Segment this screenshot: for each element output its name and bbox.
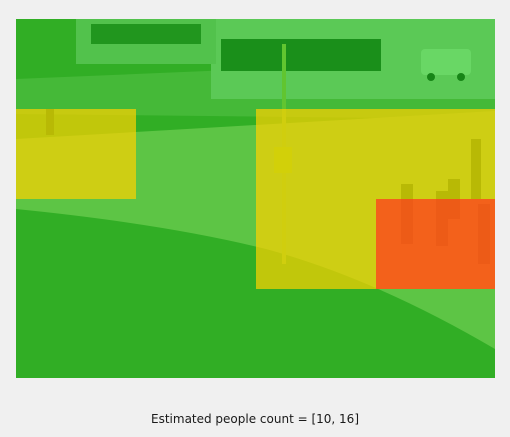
camera-frame bbox=[16, 19, 495, 378]
road-sign bbox=[274, 147, 292, 173]
people-count-label: Estimated people count = [10, 16] bbox=[151, 412, 359, 426]
surveillance-image bbox=[16, 19, 495, 378]
